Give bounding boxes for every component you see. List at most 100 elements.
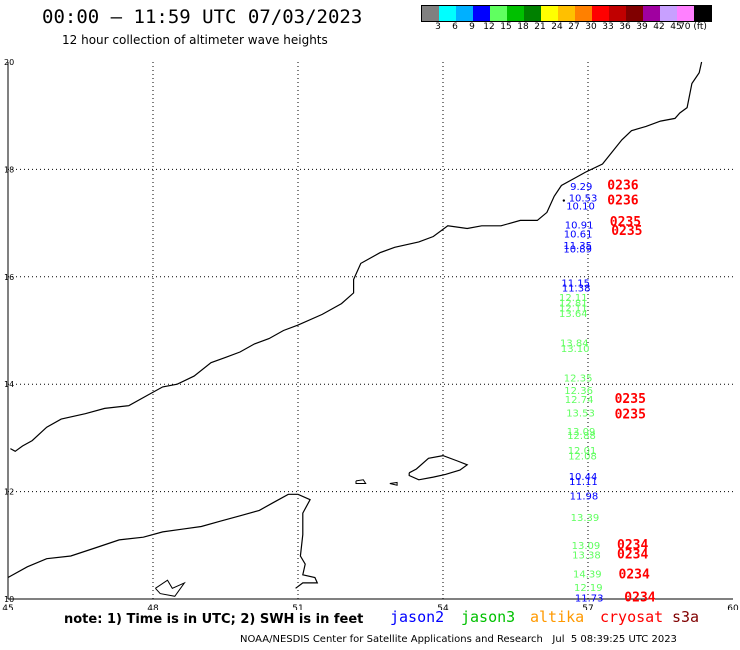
y-tick-label: 14 <box>4 380 14 389</box>
legend-jason2: jason2 <box>390 608 445 626</box>
wave-height-label: 12.35 <box>564 374 593 385</box>
arabia-coastline <box>10 61 703 453</box>
colorbar-swatch <box>660 6 677 21</box>
legend-altika: altika <box>530 608 585 626</box>
wave-height-label: 11.35 <box>563 241 592 252</box>
cryosat-obs-label: 0234 <box>624 591 655 606</box>
footer: NOAA/NESDIS Center for Satellite Applica… <box>240 634 677 645</box>
colorbar-swatch <box>541 6 558 21</box>
colorbar-label: 6 <box>452 22 458 32</box>
wave-height-label: 10.53 <box>569 194 598 205</box>
cryosat-obs-label: 0234 <box>619 568 650 583</box>
colorbar-label: 9 <box>469 22 475 32</box>
y-tick-label: 10 <box>4 595 14 604</box>
colorbar-label: 36 <box>619 22 631 32</box>
socotra-island <box>408 454 469 481</box>
colorbar-swatch <box>507 6 524 21</box>
wave-height-label: 12.01 <box>568 446 597 457</box>
wave-height-label: 12.08 <box>568 451 597 462</box>
x-tick-label: 60 <box>727 604 739 610</box>
colorbar-swatch <box>558 6 575 21</box>
small-island <box>389 481 398 486</box>
cryosat-obs-label: 0235 <box>610 215 641 230</box>
wave-height-label: 13.09 <box>572 541 601 552</box>
wave-height-label: 13.38 <box>572 551 601 562</box>
small-island <box>355 479 367 484</box>
colorbar-swatch <box>643 6 660 21</box>
wave-height-label: 10.10 <box>566 202 595 213</box>
colorbar-label: 30 <box>585 22 597 32</box>
colorbar-swatch <box>456 6 473 21</box>
wave-height-label: 13.53 <box>566 408 595 419</box>
somalia-coastline <box>7 493 319 589</box>
wave-height-label: 13.84 <box>560 339 589 350</box>
x-tick-label: 48 <box>147 604 159 610</box>
y-tick-label: 16 <box>4 273 14 282</box>
colorbar-label: 42 <box>653 22 665 32</box>
legend-jason3: jason3 <box>461 608 516 626</box>
wave-height-label: 9.29 <box>570 182 592 193</box>
wave-height-label: 13.39 <box>571 513 600 524</box>
colorbar-swatch <box>677 6 694 21</box>
wave-height-label: 13.09 <box>567 427 596 438</box>
cryosat-obs-label: 0236 <box>607 193 638 208</box>
colorbar-swatch <box>694 6 711 21</box>
wave-height-label: 12.36 <box>564 386 593 397</box>
wave-height-label: 11.98 <box>570 492 599 503</box>
wave-height-label: 13.64 <box>559 309 588 320</box>
colorbar-label: 21 <box>534 22 546 32</box>
legend-s3a: s3a <box>672 608 700 626</box>
wave-height-label: 12.88 <box>567 431 596 442</box>
colorbar-label: 15 <box>500 22 512 32</box>
cryosat-obs-label: 0234 <box>617 538 648 553</box>
x-tick-label: 51 <box>292 604 303 610</box>
colorbar-label: 39 <box>636 22 648 32</box>
colorbar-swatch <box>422 6 439 21</box>
wave-height-label: 12.81 <box>559 298 588 309</box>
wave-height-label: 12.11 <box>559 304 588 315</box>
colorbar-label: 3 <box>435 22 441 32</box>
cryosat-obs-label: 0235 <box>615 392 646 407</box>
colorbar-label: 45 <box>670 22 682 32</box>
colorbar-label: 24 <box>551 22 563 32</box>
wave-height-label: 10.91 <box>565 221 594 232</box>
footer-credit: NOAA/NESDIS Center for Satellite Applica… <box>240 634 543 645</box>
colorbar-swatch <box>575 6 592 21</box>
y-tick-label: 12 <box>4 488 14 497</box>
wave-height-label: 11.15 <box>561 279 590 290</box>
cryosat-obs-label: 0236 <box>607 178 638 193</box>
x-tick-label: 45 <box>2 604 13 610</box>
wave-height-label: 12.19 <box>574 583 603 594</box>
wave-height-label: 11.73 <box>575 594 604 605</box>
colorbar-label: 70 (ft) <box>679 22 707 32</box>
cryosat-obs-label: 0235 <box>615 408 646 423</box>
footer-timestamp: Jul 5 08:39:25 UTC 2023 <box>552 634 677 645</box>
wave-height-label: 14.39 <box>573 570 602 581</box>
colorbar-swatch <box>490 6 507 21</box>
coastal-islets <box>155 579 186 597</box>
wave-height-colorbar <box>421 5 712 22</box>
colorbar-label: 12 <box>483 22 495 32</box>
colorbar-swatch <box>592 6 609 21</box>
colorbar-swatch <box>626 6 643 21</box>
colorbar-swatch <box>439 6 456 21</box>
wave-height-label: 12.11 <box>559 293 588 304</box>
wave-height-label: 10.44 <box>569 472 598 483</box>
colorbar-swatch <box>609 6 626 21</box>
wave-height-label: 10.89 <box>563 245 592 256</box>
wave-height-label: 11.11 <box>569 477 598 488</box>
colorbar-label: 27 <box>568 22 580 32</box>
units-note: note: 1) Time is in UTC; 2) SWH is in fe… <box>64 612 364 627</box>
x-tick-label: 57 <box>582 604 593 610</box>
legend-cryosat: cryosat <box>600 608 664 626</box>
cryosat-obs-label: 0234 <box>617 548 648 563</box>
cryosat-obs-label: 0235 <box>611 224 642 239</box>
map-subtitle: 12 hour collection of altimeter wave hei… <box>62 33 328 47</box>
colorbar-label: 33 <box>602 22 614 32</box>
track-point <box>562 199 566 202</box>
wave-height-label: 10.61 <box>564 230 593 241</box>
x-tick-label: 54 <box>437 604 449 610</box>
colorbar-labels: 3 6 9 12 15 18 21 24 27 30 33 36 39 42 45 70 (ft) <box>421 22 740 34</box>
colorbar-label: 18 <box>517 22 529 32</box>
